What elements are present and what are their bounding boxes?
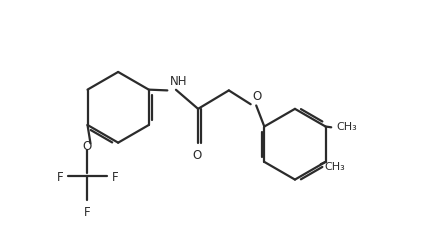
- Text: F: F: [56, 170, 63, 183]
- Text: NH: NH: [170, 75, 187, 88]
- Text: CH₃: CH₃: [325, 161, 345, 171]
- Text: O: O: [193, 149, 202, 161]
- Text: F: F: [84, 206, 91, 219]
- Text: F: F: [112, 170, 118, 183]
- Text: O: O: [252, 90, 262, 103]
- Text: CH₃: CH₃: [336, 122, 357, 131]
- Text: O: O: [82, 140, 92, 153]
